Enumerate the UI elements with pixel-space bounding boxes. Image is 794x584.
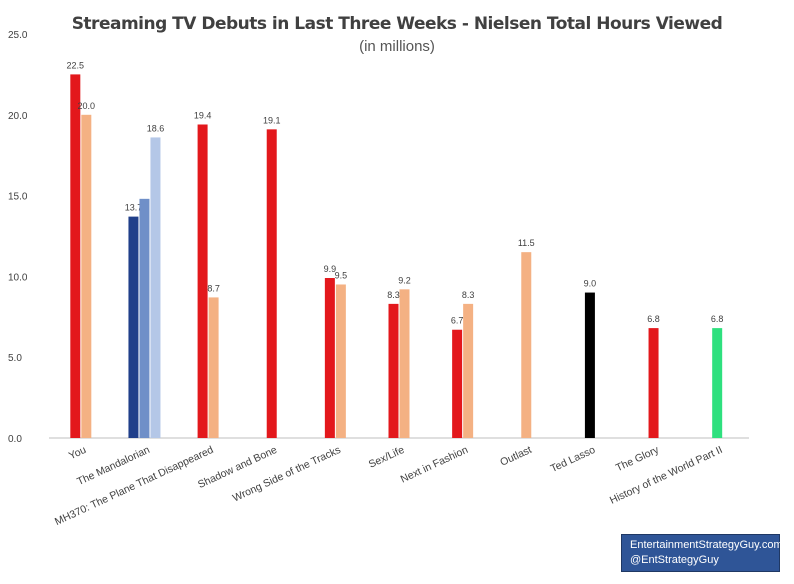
bar bbox=[324, 278, 335, 438]
data-label: 22.5 bbox=[67, 60, 85, 70]
y-tick-label: 15.0 bbox=[8, 192, 28, 203]
data-label: 18.6 bbox=[147, 123, 165, 133]
bar bbox=[197, 124, 208, 438]
data-label: 8.7 bbox=[207, 283, 220, 293]
data-label: 20.0 bbox=[78, 101, 96, 111]
x-tick-label: You bbox=[67, 444, 88, 462]
branding-website: EntertainmentStrategyGuy.com bbox=[630, 539, 783, 551]
bar bbox=[208, 297, 219, 438]
chart-subtitle: (in millions) bbox=[359, 38, 435, 55]
bar bbox=[452, 329, 463, 438]
x-tick-label: Wrong Side of the Tracks bbox=[231, 444, 343, 505]
data-label: 9.9 bbox=[324, 264, 337, 274]
branding-box: EntertainmentStrategyGuy.com @EntStrateg… bbox=[621, 534, 783, 572]
data-label: 9.0 bbox=[584, 279, 597, 289]
data-label: 8.3 bbox=[387, 290, 400, 300]
data-label: 19.1 bbox=[263, 115, 281, 125]
data-label: 6.8 bbox=[647, 314, 660, 324]
y-tick-label: 5.0 bbox=[8, 353, 22, 364]
bar bbox=[463, 303, 474, 438]
data-label: 11.5 bbox=[518, 238, 535, 248]
chart-title: Streaming TV Debuts in Last Three Weeks … bbox=[71, 14, 723, 34]
x-tick-label: The Glory bbox=[614, 444, 662, 475]
y-tick-label: 20.0 bbox=[8, 111, 28, 122]
bar bbox=[388, 303, 399, 438]
data-label: 13.7 bbox=[125, 203, 143, 213]
bar bbox=[335, 284, 346, 438]
bar bbox=[399, 289, 410, 438]
data-label: 6.8 bbox=[711, 314, 724, 324]
x-tick-label: Sex/Life bbox=[367, 444, 407, 471]
y-tick-label: 25.0 bbox=[8, 30, 28, 41]
bar bbox=[521, 252, 532, 438]
x-tick-label: Ted Lasso bbox=[549, 444, 598, 475]
bar bbox=[128, 216, 139, 438]
bar bbox=[70, 74, 81, 439]
bar bbox=[139, 198, 150, 438]
bar bbox=[150, 137, 161, 438]
x-tick-label: Next in Fashion bbox=[399, 444, 470, 486]
data-label: 8.3 bbox=[462, 290, 475, 300]
x-tick-label: History of the World Part II bbox=[608, 444, 724, 507]
y-tick-label: 10.0 bbox=[8, 272, 28, 283]
x-tick-label: Outlast bbox=[498, 444, 533, 469]
bar bbox=[712, 328, 723, 438]
branding-handle: @EntStrategyGuy bbox=[630, 554, 719, 566]
y-tick-label: 0.0 bbox=[8, 434, 22, 445]
bar bbox=[266, 129, 277, 438]
bar bbox=[81, 114, 92, 439]
data-label: 6.7 bbox=[451, 316, 464, 326]
bar bbox=[584, 292, 595, 438]
data-label: 9.2 bbox=[398, 275, 411, 285]
bar bbox=[648, 328, 659, 438]
data-label: 19.4 bbox=[194, 110, 212, 120]
data-label: 9.5 bbox=[335, 270, 348, 280]
